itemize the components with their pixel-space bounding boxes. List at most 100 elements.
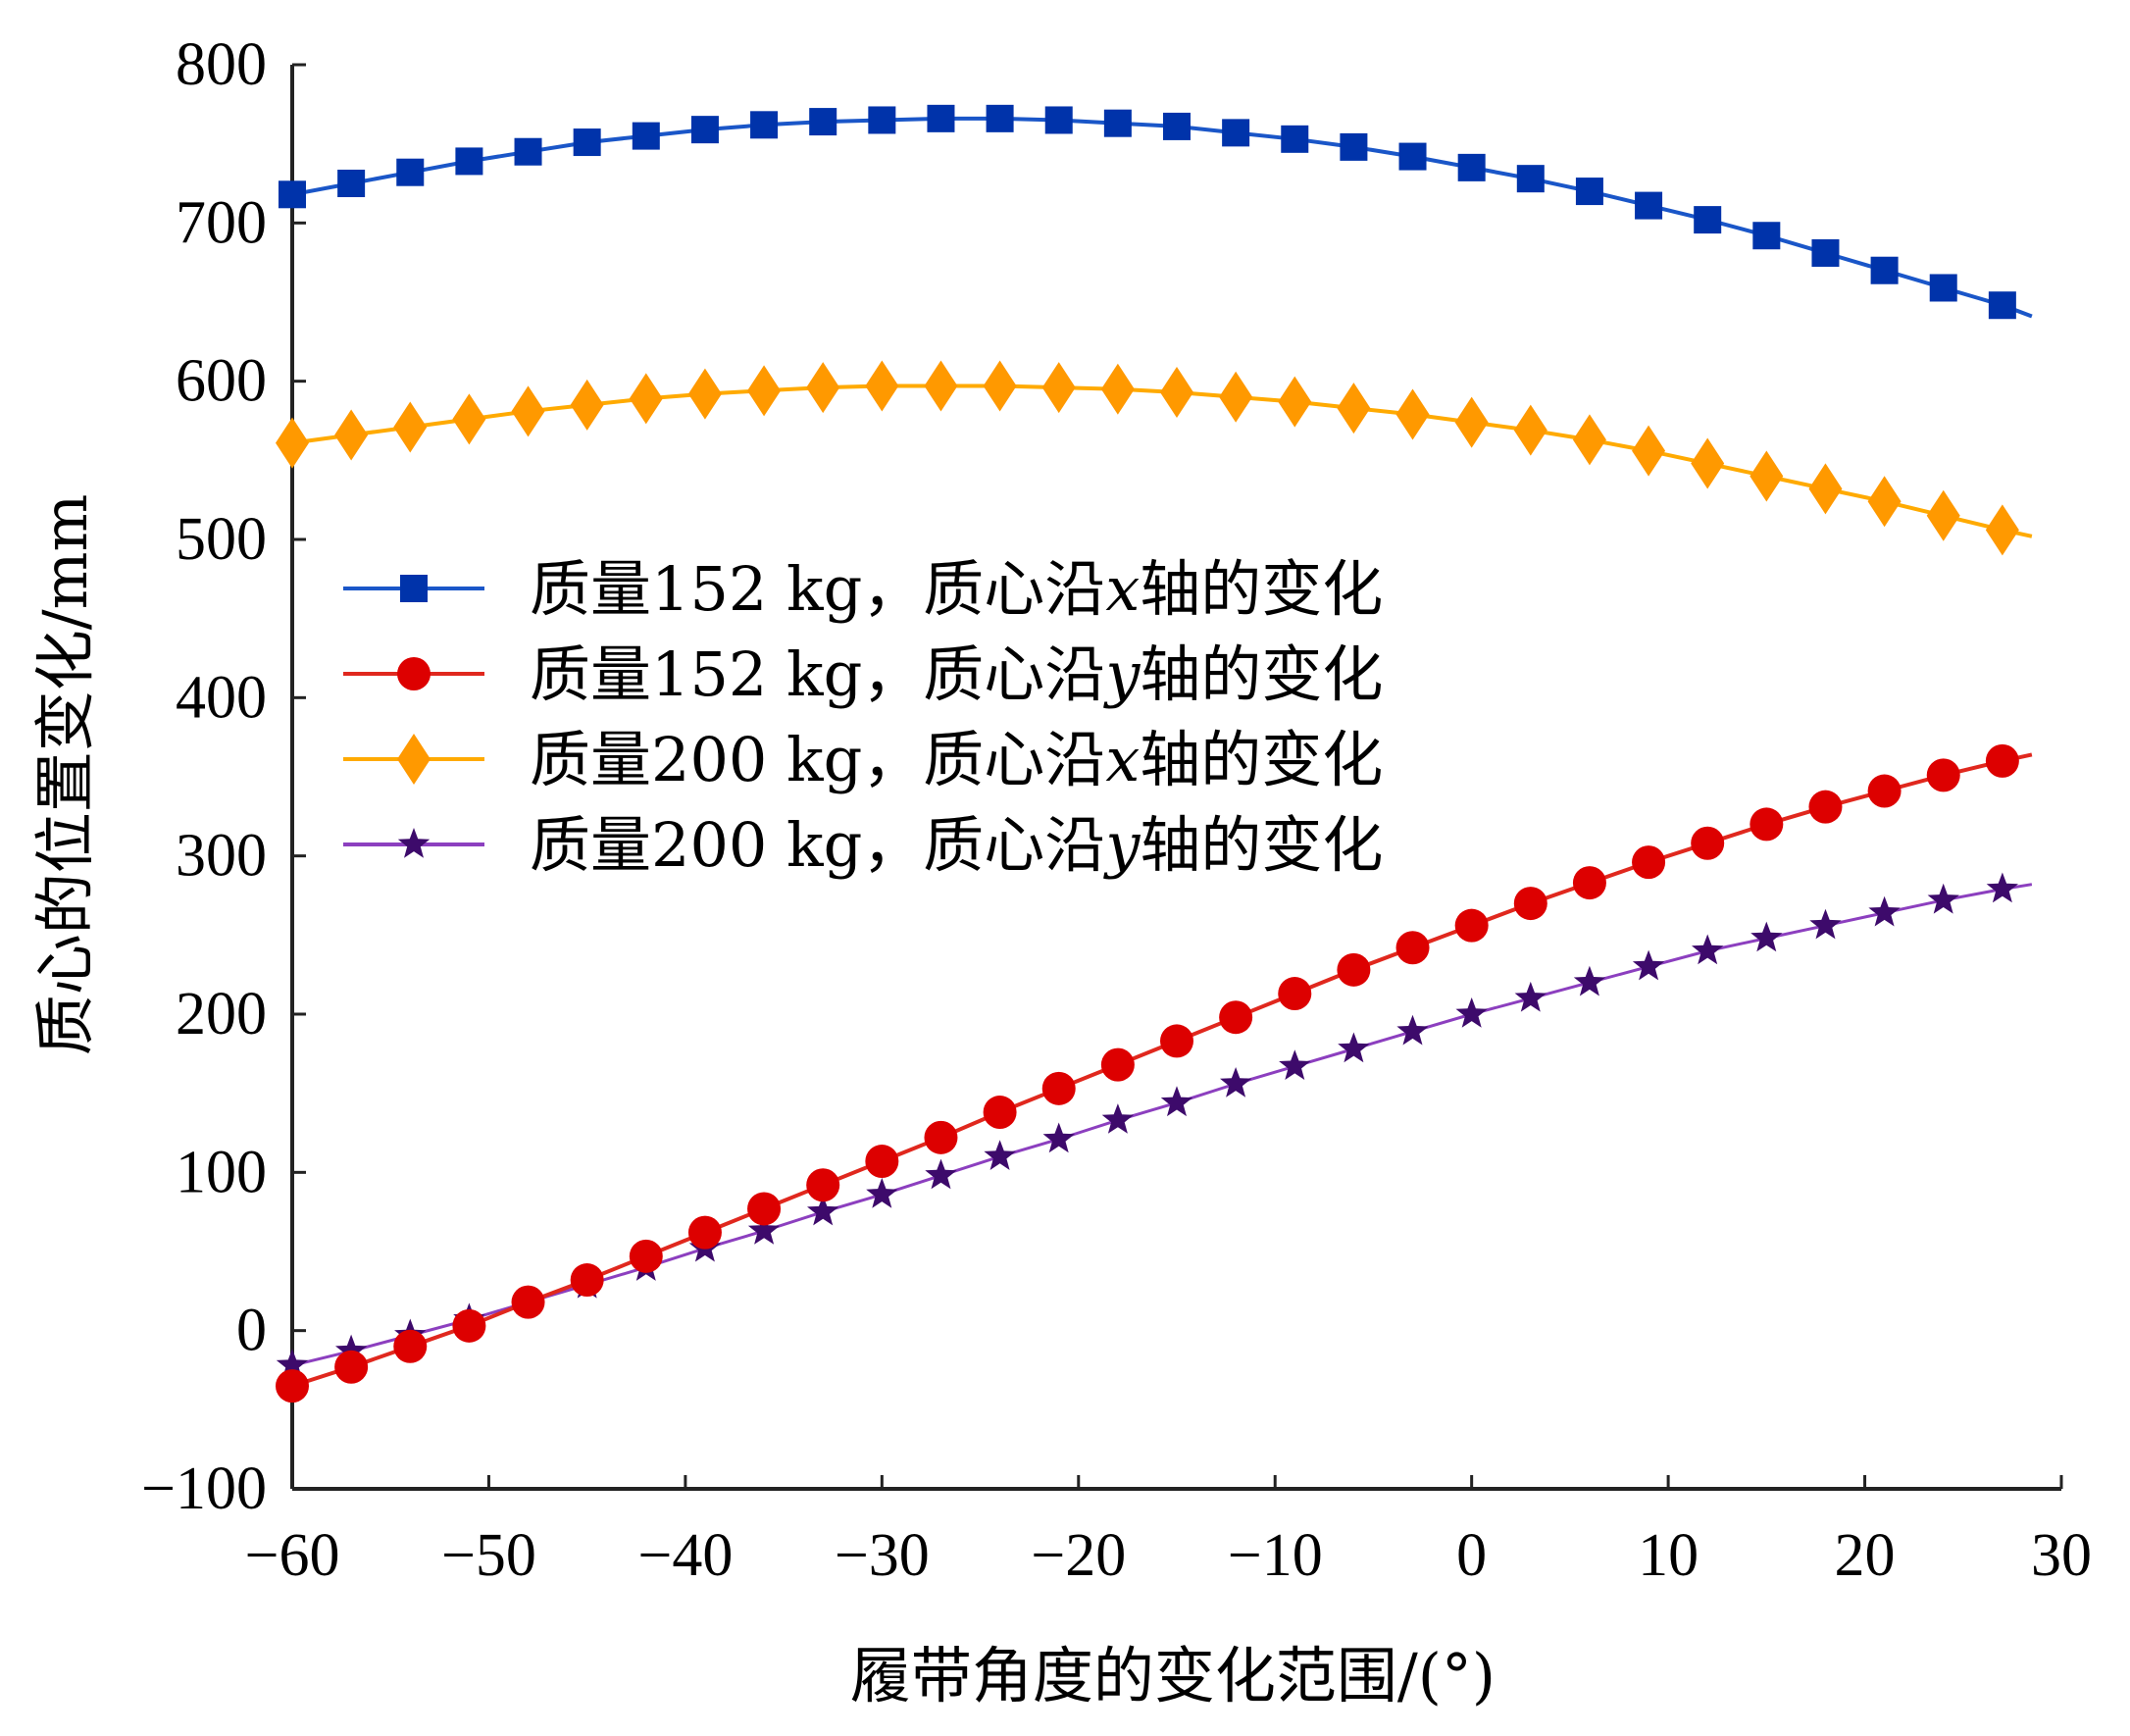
y-tick-label: 800 <box>176 31 267 98</box>
data-point <box>1513 404 1547 456</box>
legend-label-part: 轴的变化 <box>1140 809 1383 881</box>
data-point <box>393 1329 428 1363</box>
series-1 <box>279 104 2033 320</box>
legend-label-part: 轴的变化 <box>1140 553 1383 625</box>
legend-label: 质量200 kg，质心沿y轴的变化 <box>530 809 1383 881</box>
y-tick-label: 200 <box>176 981 267 1047</box>
legend-label-part: 质量152 kg，质心沿 <box>530 638 1105 710</box>
data-point <box>1454 396 1489 448</box>
data-point <box>809 108 837 136</box>
data-point <box>687 1215 722 1250</box>
data-point <box>1163 112 1191 140</box>
data-point <box>396 158 425 186</box>
data-point <box>925 1158 957 1190</box>
data-point <box>1219 1000 1253 1035</box>
data-point <box>924 360 958 412</box>
series-3 <box>276 360 2033 556</box>
data-point <box>1927 883 1959 914</box>
data-point <box>690 116 719 144</box>
data-point <box>629 1239 663 1273</box>
data-point <box>1929 274 1957 302</box>
data-point <box>806 1168 840 1202</box>
x-tick-label: 0 <box>1456 1522 1487 1589</box>
y-tick-label: 300 <box>176 823 267 890</box>
data-point <box>1926 758 1960 792</box>
data-point <box>393 401 428 453</box>
data-point <box>279 180 306 209</box>
legend-item: 质量152 kg，质心沿x轴的变化 <box>343 553 1383 625</box>
series-line <box>291 116 2033 319</box>
data-point <box>276 417 309 469</box>
data-point <box>334 409 369 461</box>
y-tick-label: 0 <box>236 1298 267 1364</box>
x-tick-label: −30 <box>835 1522 930 1589</box>
legend-item: 质量200 kg，质心沿x轴的变化 <box>343 724 1383 795</box>
data-point <box>1041 1071 1076 1105</box>
y-tick-label: 100 <box>176 1139 267 1205</box>
data-point <box>1750 807 1784 842</box>
data-point <box>570 379 604 431</box>
legend-label-part: 质量152 kg，质心沿 <box>530 553 1105 625</box>
legend-label-part: 轴的变化 <box>1140 638 1383 710</box>
data-point <box>276 1349 309 1379</box>
legend-marker <box>397 828 431 858</box>
x-axis-title: 履带角度的变化范围/(°) <box>850 1640 1496 1711</box>
x-tick-label: −60 <box>245 1522 340 1589</box>
y-tick-label: 400 <box>176 664 267 731</box>
y-tick-label: 600 <box>176 348 267 415</box>
x-tick-label: −20 <box>1031 1522 1126 1589</box>
y-axis-title: 质心的位置变化/mm <box>29 494 101 1055</box>
data-point <box>1042 1122 1075 1153</box>
data-point <box>924 1120 958 1154</box>
legend-label: 质量152 kg，质心沿y轴的变化 <box>530 638 1383 710</box>
data-point <box>1750 921 1783 952</box>
data-point <box>1692 934 1724 965</box>
x-tick-label: −50 <box>441 1522 536 1589</box>
data-point <box>865 360 899 412</box>
data-point <box>276 1369 309 1404</box>
data-point <box>1513 887 1547 921</box>
legend-label-part: x <box>1105 553 1140 625</box>
data-point <box>1635 191 1663 220</box>
data-point <box>747 1192 782 1226</box>
data-point <box>1100 363 1135 415</box>
data-point <box>1219 371 1253 423</box>
data-point <box>1279 1049 1311 1080</box>
data-point <box>1632 425 1666 477</box>
data-point <box>1985 743 2019 778</box>
data-point <box>1694 206 1722 234</box>
legend-label: 质量200 kg，质心沿x轴的变化 <box>530 724 1383 795</box>
data-point <box>1281 125 1309 153</box>
data-point <box>1100 1047 1135 1082</box>
y-tick-label: 500 <box>176 506 267 573</box>
data-point <box>687 368 722 420</box>
data-point <box>452 393 486 445</box>
data-point <box>1395 931 1430 965</box>
data-point <box>1691 826 1725 860</box>
data-point <box>1278 376 1312 428</box>
data-point <box>1340 132 1368 161</box>
legend-label-part: x <box>1105 724 1140 795</box>
data-point <box>452 1308 486 1343</box>
x-tick-label: 30 <box>2031 1522 2092 1589</box>
data-point <box>1868 895 1901 927</box>
x-tick-label: −40 <box>637 1522 733 1589</box>
data-point <box>806 362 840 414</box>
legend-label-part: y <box>1102 638 1141 710</box>
data-point <box>1986 872 2018 903</box>
data-point <box>1044 106 1073 134</box>
data-point <box>335 1334 368 1365</box>
data-point <box>1041 362 1076 414</box>
y-tick-label: 700 <box>176 189 267 256</box>
data-point <box>747 365 782 417</box>
data-point <box>986 104 1014 132</box>
data-point <box>1926 489 1960 541</box>
legend-label-part: 轴的变化 <box>1140 724 1383 795</box>
data-point <box>1752 222 1781 250</box>
data-point <box>1454 908 1489 943</box>
data-point <box>632 122 660 150</box>
data-point <box>511 385 545 437</box>
data-point <box>866 1177 898 1208</box>
legend-label-part: 质量200 kg，质心沿 <box>530 809 1105 881</box>
